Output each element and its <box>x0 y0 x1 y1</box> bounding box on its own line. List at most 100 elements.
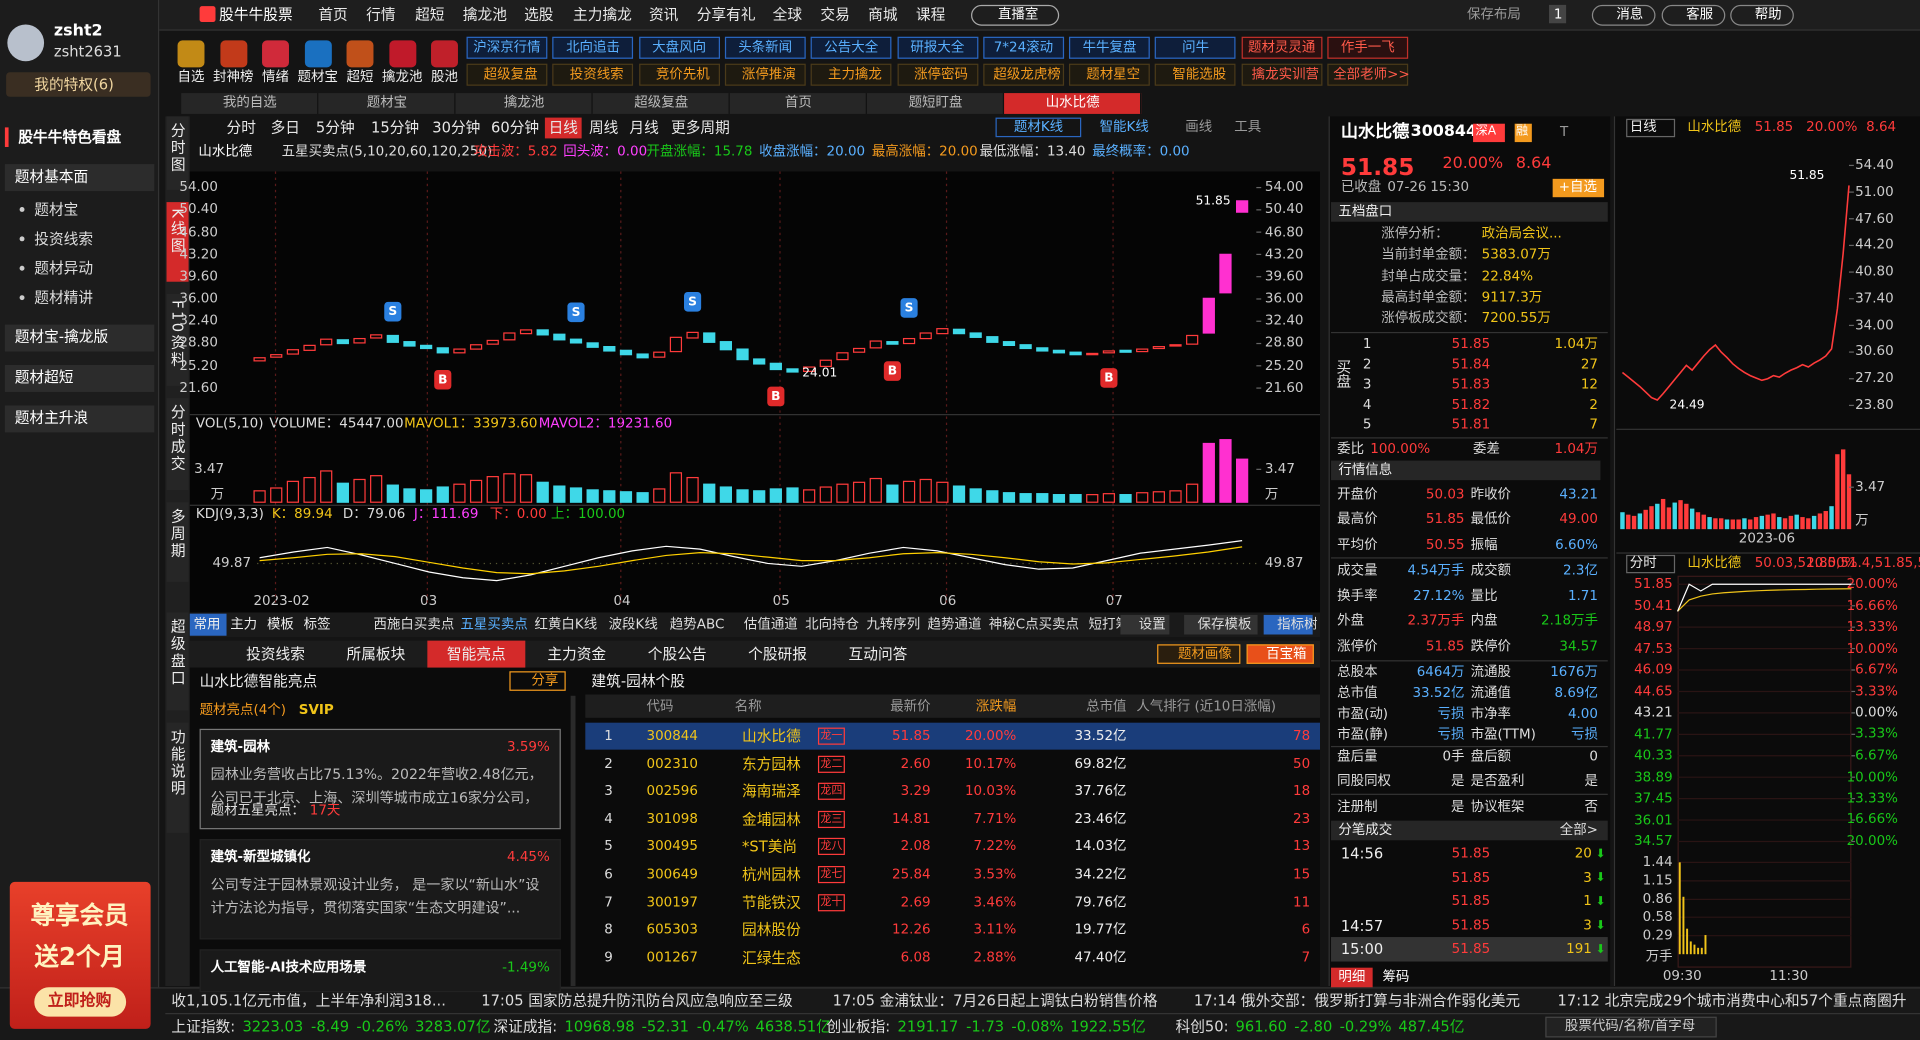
side-tab[interactable] <box>166 612 189 711</box>
quick-button-label[interactable]: 牛牛复盘 <box>1082 39 1137 56</box>
highlight-card[interactable] <box>199 839 561 940</box>
tab-label[interactable]: 题短盯盘 <box>908 94 963 111</box>
add-label[interactable]: +自选 <box>1558 178 1598 195</box>
side-tab-label[interactable]: K线图 <box>168 208 187 255</box>
indicator-item[interactable]: 估值通道 <box>743 616 798 633</box>
column-header[interactable]: 总市值 <box>1086 698 1127 715</box>
group-label[interactable]: 题材基本面 <box>14 167 89 185</box>
highlight-card[interactable] <box>199 728 561 830</box>
tool-label[interactable]: 封神榜 <box>213 68 254 85</box>
side-tab[interactable] <box>166 502 189 582</box>
cell-code[interactable]: 300495 <box>646 838 698 855</box>
feature-button-label[interactable]: 竞价先机 <box>655 66 710 83</box>
tab[interactable] <box>729 93 867 114</box>
sidebar-item[interactable]: 题材异动 <box>34 259 94 277</box>
cell-code[interactable]: 300844 <box>646 727 698 744</box>
period[interactable]: 多日 <box>270 118 301 136</box>
quick-button-label[interactable]: 沪深京行情 <box>473 39 541 56</box>
indicator-group[interactable]: 模板 <box>266 616 294 633</box>
action-label[interactable]: 设置 <box>1138 616 1166 633</box>
privilege[interactable]: 我的特权(6) <box>34 75 114 94</box>
period[interactable]: 日线 <box>548 118 578 136</box>
feature-button-label[interactable]: 超级龙虎榜 <box>993 66 1061 83</box>
menu-item[interactable]: 资讯 <box>648 6 679 24</box>
indicator-item[interactable]: 红黄白K线 <box>534 616 598 633</box>
news-item[interactable]: 17:12 北京完成29个城市消费中心和57个重点商圈升 <box>1557 992 1907 1010</box>
card-title[interactable]: 人工智能-AI技术应用场景 <box>210 959 367 976</box>
feature-button-label[interactable]: 主力擒龙 <box>827 66 882 83</box>
menu-item[interactable]: 分享有礼 <box>696 6 756 24</box>
right-tab[interactable] <box>1157 644 1241 664</box>
action-button[interactable] <box>1263 614 1313 635</box>
tab-label[interactable]: 擒龙池 <box>503 94 545 111</box>
group-label[interactable]: 题材主升浪 <box>14 409 89 427</box>
cell-name[interactable]: 杭州园林 <box>742 866 801 884</box>
action-button[interactable] <box>1184 614 1258 635</box>
card-pct[interactable]: 4.45% <box>506 848 550 865</box>
period-select[interactable] <box>1626 554 1676 574</box>
info-tab[interactable]: 个股研报 <box>748 645 807 663</box>
column-header[interactable]: 人气排行 (近10日涨幅) <box>1136 698 1277 715</box>
sidebar-item[interactable]: 题材精讲 <box>34 289 94 307</box>
side-tab-label[interactable]: 分时图 <box>168 122 187 174</box>
action-label[interactable]: 保存模板 <box>1197 616 1252 633</box>
group-header[interactable] <box>4 405 155 433</box>
indicator-item[interactable]: 西施白买卖点 <box>373 616 455 633</box>
news-item[interactable]: 17:05 国家防总提升防汛防台风应急响应至三级 <box>481 992 793 1010</box>
ticks-all[interactable]: 全部> <box>1559 821 1598 838</box>
group-header[interactable] <box>4 324 155 352</box>
menu-item[interactable]: 选股 <box>524 6 554 24</box>
tool-icon[interactable] <box>262 40 289 68</box>
group-label[interactable]: 题材超短 <box>14 368 74 386</box>
tool-label[interactable]: 情绪 <box>262 68 289 85</box>
chart-tool[interactable]: 画线 <box>1185 118 1213 135</box>
action-label[interactable]: 指标树 <box>1277 616 1318 633</box>
quick-button[interactable] <box>1327 36 1409 59</box>
feature-button[interactable] <box>1069 63 1150 86</box>
indicator-item[interactable]: 北向持仓 <box>805 616 859 633</box>
feature-button[interactable] <box>1155 63 1236 86</box>
news-item[interactable]: 17:05 金浦钛业：7月26日起上调钛白粉销售价格 <box>832 992 1158 1010</box>
side-tab-label[interactable]: 功能说明 <box>168 728 187 798</box>
feature-button[interactable] <box>724 63 806 86</box>
menu-item[interactable]: 主力擒龙 <box>573 6 632 24</box>
tool-icon[interactable] <box>346 40 374 68</box>
bottom-tab[interactable]: 筹码 <box>1382 968 1410 985</box>
period-label[interactable]: 分时 <box>1629 554 1657 571</box>
feature-button[interactable] <box>552 63 634 86</box>
cell-code[interactable]: 301098 <box>646 810 698 827</box>
tab[interactable] <box>592 93 730 114</box>
right-tab-label[interactable]: 题材画像 <box>1177 645 1232 662</box>
right-tab[interactable] <box>1246 644 1314 664</box>
feature-button-label[interactable]: 题材星空 <box>1086 66 1141 83</box>
info-tab[interactable]: 所属板块 <box>346 645 406 663</box>
highlight-card[interactable] <box>199 949 561 993</box>
card-desc[interactable]: 园林业务营收占比75.13%。2022年营收2.48亿元，公司已于北京、上海、深… <box>210 765 543 806</box>
quick-button-label[interactable]: 问牛 <box>1182 39 1210 56</box>
indicator-group[interactable]: 常用 <box>193 616 221 633</box>
cell-name[interactable]: 东方园林 <box>742 755 801 773</box>
indicator-item[interactable]: 趋势通道 <box>927 616 982 633</box>
tab[interactable] <box>181 93 319 114</box>
menu-item[interactable]: 超短 <box>415 6 445 24</box>
tool-label[interactable]: 题材宝 <box>297 68 338 85</box>
feature-button[interactable] <box>1327 63 1409 86</box>
quick-button[interactable] <box>983 36 1064 59</box>
header-link[interactable] <box>1591 4 1656 26</box>
live-label[interactable]: 直播室 <box>997 6 1039 23</box>
add-button[interactable] <box>1552 178 1605 198</box>
tab[interactable] <box>318 93 456 114</box>
tab[interactable] <box>455 93 593 114</box>
cell-name[interactable]: 汇绿生态 <box>742 949 801 967</box>
feature-button[interactable] <box>983 63 1064 86</box>
chart-tool[interactable]: 智能K线 <box>1099 118 1149 135</box>
group-header[interactable] <box>4 164 155 192</box>
menu-item[interactable]: 商城 <box>868 6 898 24</box>
feature-button[interactable] <box>810 63 892 86</box>
quick-button[interactable] <box>1241 36 1323 59</box>
period-select[interactable] <box>1626 118 1676 138</box>
search-box[interactable] <box>1545 1016 1717 1038</box>
tab-label[interactable]: 首页 <box>784 94 812 111</box>
side-tab[interactable] <box>166 722 189 833</box>
side-tab[interactable] <box>166 293 189 386</box>
